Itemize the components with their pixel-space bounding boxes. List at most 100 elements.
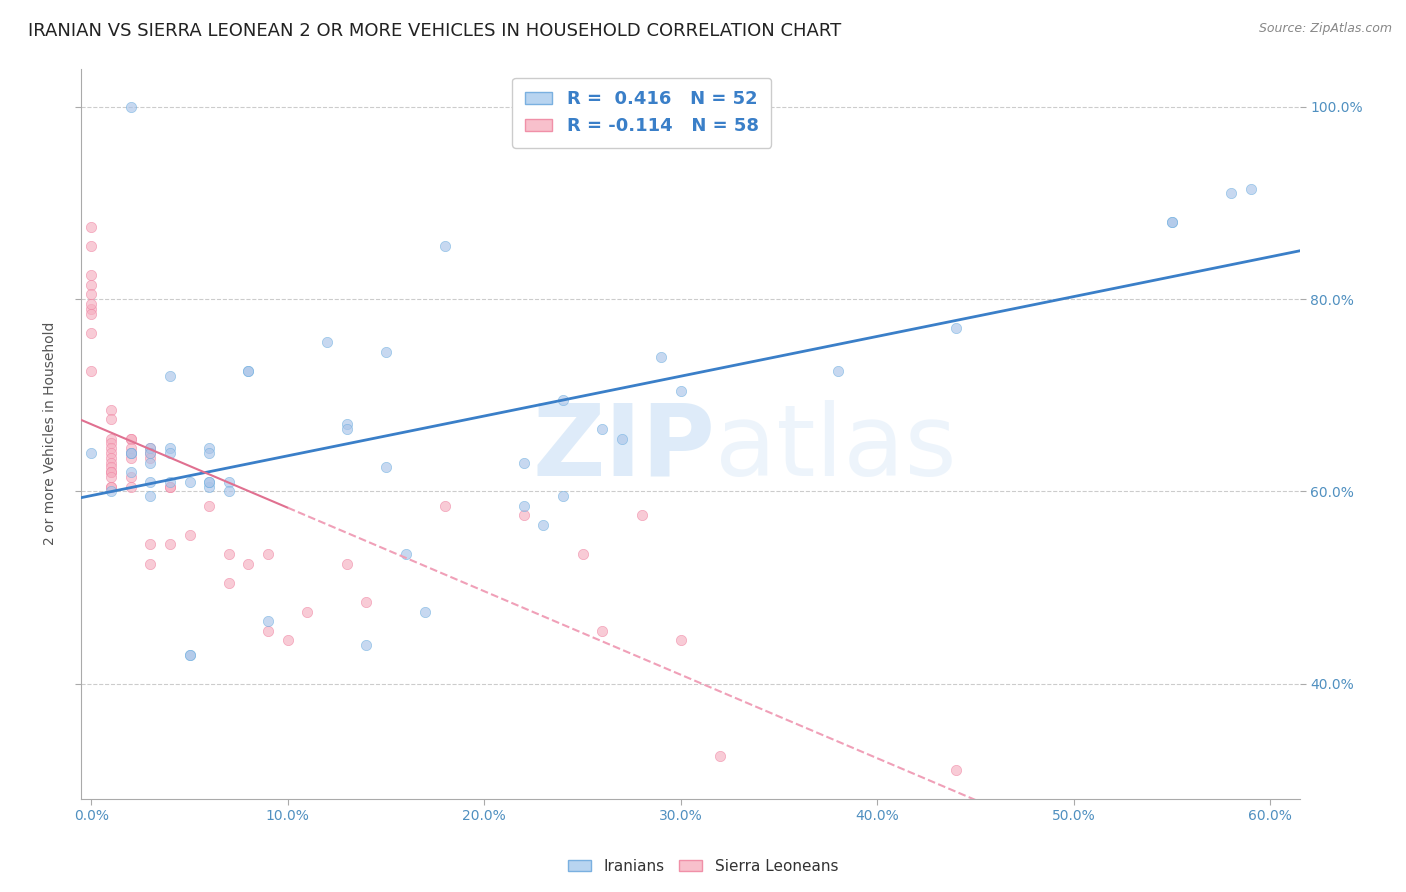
Point (120, 441, 142, 455)
Point (356, 595, 378, 609)
Point (80, 297, 103, 311)
Point (100, 402, 122, 417)
Point (80, 268, 103, 283)
Point (198, 441, 221, 455)
Point (395, 547, 418, 561)
Point (198, 499, 221, 513)
Point (100, 446, 122, 460)
Point (218, 575, 240, 590)
Point (218, 484, 240, 499)
Point (80, 446, 103, 460)
Point (120, 446, 142, 460)
Point (336, 557, 359, 571)
Point (198, 475, 221, 489)
Point (375, 460, 398, 475)
Point (433, 499, 456, 513)
Point (238, 557, 260, 571)
Point (139, 456, 162, 470)
Point (159, 480, 181, 494)
Point (179, 527, 201, 541)
Point (198, 446, 221, 460)
Point (139, 537, 162, 551)
Point (238, 364, 260, 378)
Point (591, 422, 613, 436)
Legend: R =  0.416   N = 52, R = -0.114   N = 58: R = 0.416 N = 52, R = -0.114 N = 58 (513, 78, 772, 148)
Point (669, 384, 692, 398)
Point (336, 417, 359, 432)
Point (415, 605, 437, 619)
Point (571, 547, 593, 561)
Point (159, 446, 181, 460)
Point (551, 393, 574, 408)
Point (100, 484, 122, 499)
Point (100, 450, 122, 465)
Point (100, 480, 122, 494)
Point (591, 624, 613, 638)
Point (198, 480, 221, 494)
Point (159, 369, 181, 384)
Y-axis label: 2 or more Vehicles in Household: 2 or more Vehicles in Household (44, 322, 58, 546)
Point (179, 475, 201, 489)
Point (139, 489, 162, 503)
Text: ZIP: ZIP (531, 400, 716, 497)
Point (257, 614, 280, 628)
Point (100, 432, 122, 446)
Point (120, 480, 142, 494)
Point (139, 446, 162, 460)
Point (945, 321, 967, 335)
Point (100, 465, 122, 479)
Point (120, 446, 142, 460)
Point (709, 748, 731, 763)
Point (512, 499, 534, 513)
Point (179, 648, 201, 662)
Point (218, 547, 240, 561)
Text: atlas: atlas (716, 400, 956, 497)
Point (316, 335, 339, 350)
Point (159, 537, 181, 551)
Point (512, 456, 534, 470)
Point (827, 364, 849, 378)
Point (80, 301, 103, 316)
Point (238, 364, 260, 378)
Point (80, 364, 103, 378)
Point (120, 432, 142, 446)
Point (336, 422, 359, 436)
Point (277, 633, 299, 648)
Point (433, 239, 456, 253)
Point (100, 456, 122, 470)
Point (945, 763, 967, 777)
Point (139, 475, 162, 489)
Point (139, 557, 162, 571)
Point (1161, 215, 1184, 229)
Point (120, 450, 142, 465)
Point (139, 446, 162, 460)
Point (139, 441, 162, 455)
Point (257, 547, 280, 561)
Point (1240, 182, 1263, 196)
Point (218, 475, 240, 489)
Point (375, 345, 398, 359)
Point (100, 460, 122, 475)
Point (650, 350, 672, 364)
Point (80, 277, 103, 292)
Point (139, 450, 162, 465)
Text: Source: ZipAtlas.com: Source: ZipAtlas.com (1258, 22, 1392, 36)
Point (80, 220, 103, 235)
Point (297, 605, 319, 619)
Point (1220, 186, 1243, 201)
Point (120, 100, 142, 114)
Point (610, 432, 633, 446)
Point (80, 307, 103, 321)
Point (531, 518, 554, 533)
Point (669, 633, 692, 648)
Legend: Iranians, Sierra Leoneans: Iranians, Sierra Leoneans (562, 853, 844, 880)
Point (159, 441, 181, 455)
Point (100, 412, 122, 426)
Point (139, 441, 162, 455)
Point (120, 432, 142, 446)
Point (179, 648, 201, 662)
Point (120, 446, 142, 460)
Point (100, 436, 122, 450)
Point (257, 624, 280, 638)
Point (100, 480, 122, 494)
